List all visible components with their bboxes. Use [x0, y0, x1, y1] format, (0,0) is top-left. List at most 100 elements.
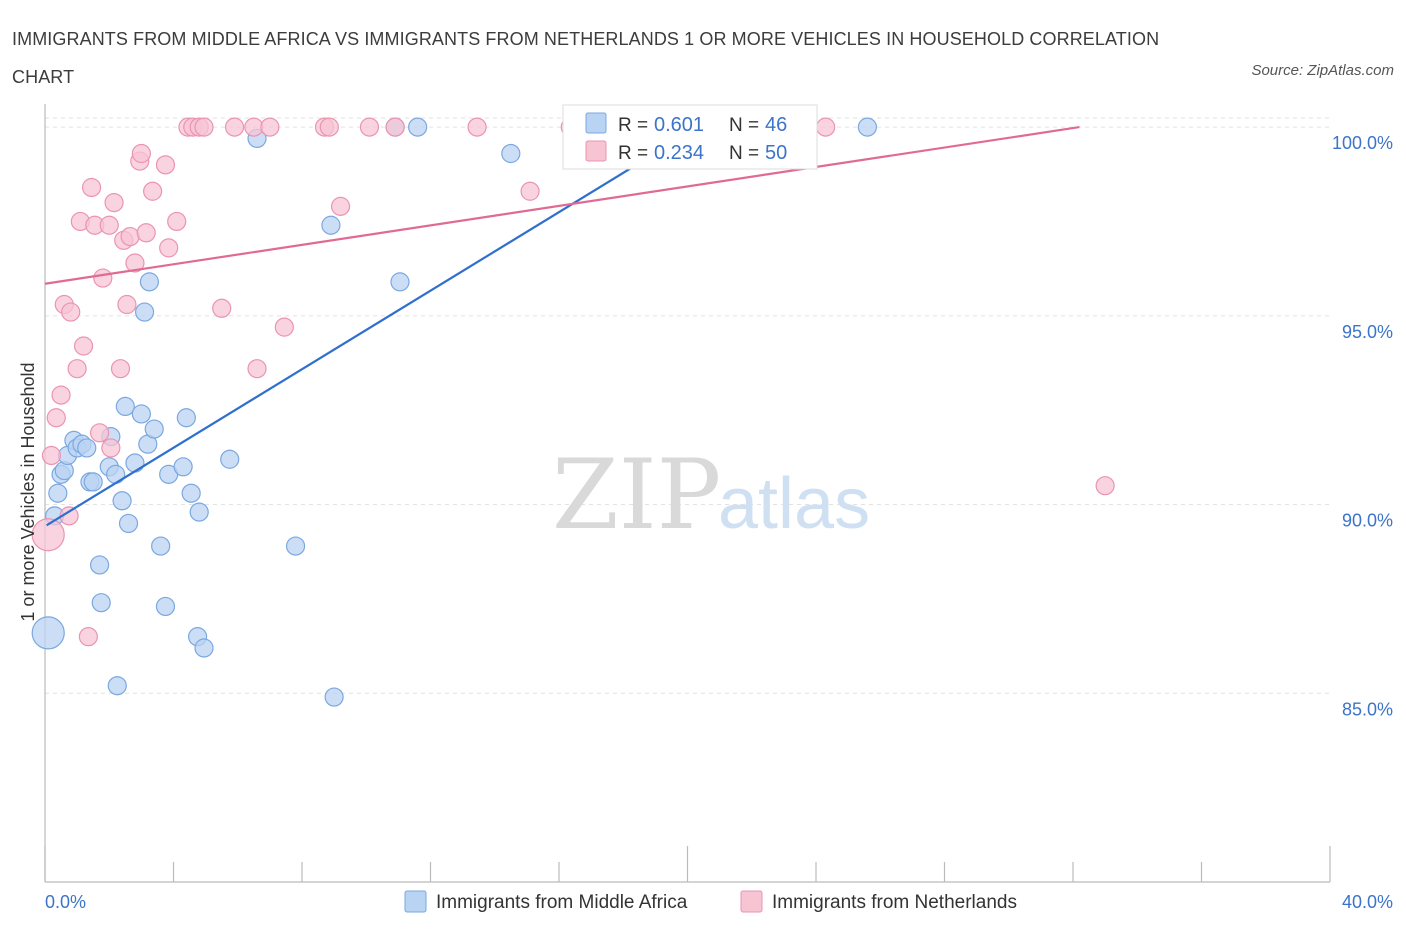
point-pink-2 — [46, 408, 66, 428]
x-tick-label-min: 0.0% — [45, 892, 86, 912]
point-pink-9 — [73, 336, 94, 356]
point-blue-42 — [390, 272, 410, 292]
series-netherlands-points — [31, 117, 1115, 647]
y-tick-labels: 85.0% 90.0% 95.0% 100.0% — [1332, 133, 1393, 719]
point-pink-43 — [359, 117, 380, 137]
point-blue-20 — [118, 513, 139, 534]
point-blue-44 — [501, 143, 521, 164]
point-pink-17 — [104, 192, 124, 213]
point-blue-43 — [408, 117, 428, 137]
point-blue-2 — [48, 483, 68, 503]
point-pink-35 — [224, 117, 245, 137]
point-pink-42 — [330, 196, 351, 216]
point-blue-28 — [155, 596, 176, 617]
source-label: Source: ZipAtlas.com — [1251, 62, 1394, 79]
point-blue-38 — [285, 536, 306, 556]
point-pink-27 — [155, 155, 176, 175]
point-pink-7 — [67, 359, 87, 379]
point-blue-40 — [324, 687, 344, 707]
y-tick-label-1: 90.0% — [1342, 511, 1393, 531]
stats-legend-r-label-blue: R = — [618, 115, 648, 136]
stats-legend: R = 0.601 N = 46 R = 0.234 N = 50 — [562, 104, 818, 170]
point-blue-17 — [107, 676, 127, 696]
y-axis-label: 1 or more Vehicles in Household — [18, 362, 38, 621]
stats-legend-r-value-pink: 0.234 — [654, 142, 704, 164]
point-blue-35 — [194, 638, 214, 658]
stats-legend-n-value-blue: 46 — [765, 114, 787, 136]
stats-legend-n-label-blue: N = — [729, 115, 759, 136]
point-pink-3 — [51, 385, 71, 405]
series-middle-africa-points — [31, 117, 878, 707]
stats-legend-n-label-pink: N = — [729, 143, 759, 164]
point-pink-38 — [260, 117, 280, 137]
point-blue-21 — [125, 453, 145, 473]
series-legend-label-pink: Immigrants from Netherlands — [772, 892, 1017, 913]
point-blue-30 — [173, 457, 193, 477]
point-blue-18 — [112, 491, 132, 511]
point-blue-19 — [115, 396, 135, 417]
point-blue-34 — [189, 502, 209, 522]
point-pink-34 — [212, 298, 232, 318]
point-blue-9 — [77, 438, 97, 458]
series-legend-swatch-pink — [740, 890, 763, 913]
point-pink-21 — [120, 226, 140, 247]
series-legend-swatch-blue — [404, 890, 427, 913]
point-blue-39 — [321, 215, 341, 235]
point-pink-46 — [520, 181, 540, 201]
point-pink-26 — [143, 181, 163, 201]
point-pink-28 — [159, 238, 179, 258]
point-pink-33 — [194, 117, 214, 137]
point-blue-0 — [31, 616, 65, 650]
point-blue-32 — [181, 483, 201, 503]
point-pink-24 — [131, 143, 151, 164]
y-tick-label-3: 100.0% — [1332, 133, 1393, 153]
series-legend-label-blue: Immigrants from Middle Africa — [436, 892, 688, 913]
y-tick-label-0: 85.0% — [1342, 699, 1393, 719]
axes — [44, 104, 1331, 883]
point-pink-37 — [247, 359, 267, 379]
x-tick-labels: 0.0% 40.0% — [45, 892, 1393, 912]
watermark-atlas: atlas — [718, 464, 870, 544]
point-pink-1 — [41, 445, 62, 466]
series-legend: Immigrants from Middle Africa Immigrants… — [404, 890, 1017, 913]
point-blue-36 — [220, 449, 240, 469]
point-pink-15 — [99, 215, 119, 235]
stats-legend-swatch-pink — [585, 140, 607, 162]
point-pink-18 — [110, 359, 131, 379]
y-tick-label-2: 95.0% — [1342, 322, 1393, 342]
point-pink-41 — [319, 117, 339, 137]
point-pink-20 — [117, 294, 137, 315]
point-blue-27 — [151, 536, 171, 556]
trend-lines — [44, 111, 1080, 527]
point-pink-25 — [136, 223, 156, 243]
x-tick-label-max: 40.0% — [1342, 892, 1393, 912]
point-pink-39 — [274, 317, 294, 337]
stats-legend-swatch-blue — [585, 112, 607, 134]
point-pink-44 — [385, 117, 405, 137]
watermark: ZIP atlas — [552, 439, 870, 551]
point-blue-25 — [139, 272, 160, 292]
point-pink-22 — [125, 253, 145, 273]
stats-legend-n-value-pink: 50 — [765, 142, 787, 164]
point-blue-13 — [91, 593, 111, 613]
point-pink-10 — [78, 627, 98, 647]
trend-line-pink — [44, 126, 1080, 285]
point-blue-45 — [857, 117, 878, 137]
point-pink-36 — [244, 117, 264, 137]
point-blue-26 — [144, 419, 164, 439]
stats-legend-r-label-pink: R = — [618, 143, 648, 164]
point-pink-49 — [1095, 476, 1115, 496]
point-blue-23 — [134, 302, 155, 322]
point-blue-22 — [131, 404, 151, 424]
point-pink-48 — [816, 117, 836, 137]
trend-line-blue — [46, 111, 724, 527]
point-pink-16 — [101, 438, 121, 458]
point-blue-12 — [90, 555, 110, 575]
stats-legend-r-value-blue: 0.601 — [654, 114, 704, 136]
point-pink-14 — [93, 268, 113, 288]
point-pink-0 — [31, 518, 65, 552]
point-blue-31 — [176, 408, 196, 428]
point-pink-11 — [81, 177, 102, 198]
point-pink-13 — [90, 423, 110, 443]
